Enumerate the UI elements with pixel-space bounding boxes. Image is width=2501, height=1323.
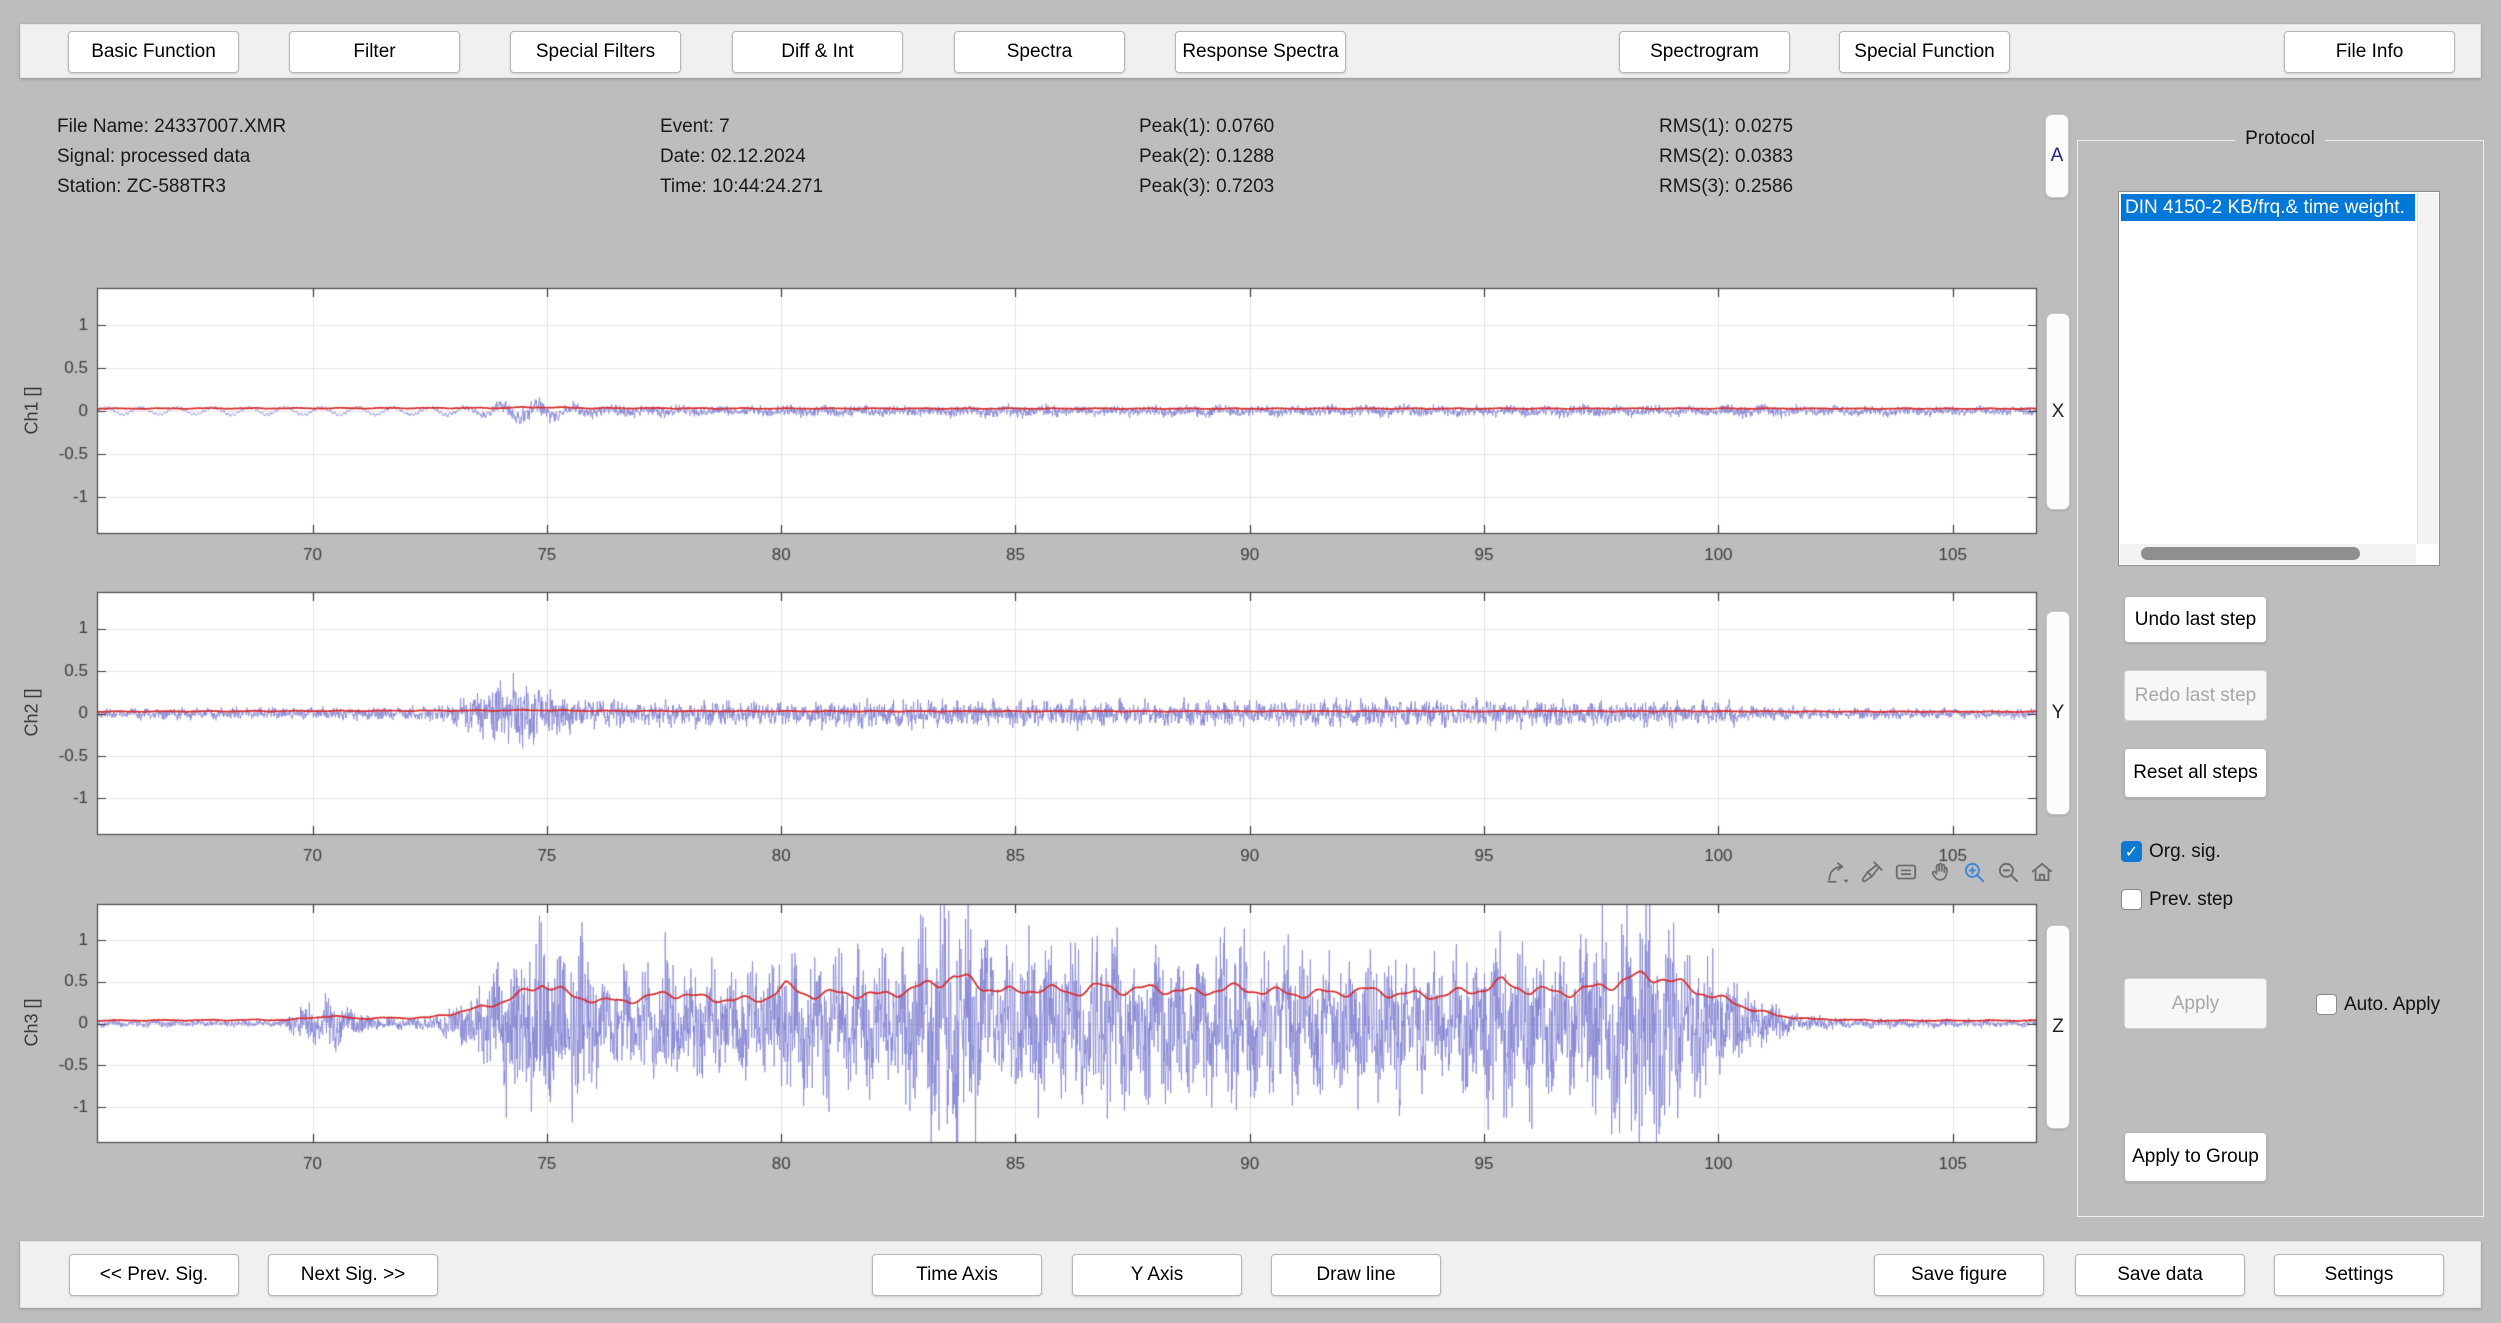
y-axis-button[interactable]: Y Axis <box>1072 1254 1242 1296</box>
redo-last-step-button[interactable]: Redo last step <box>2124 670 2267 721</box>
reset-all-steps-button[interactable]: Reset all steps <box>2124 748 2267 798</box>
rms3-label: RMS(3): 0.2586 <box>1659 176 1794 197</box>
next-signal-button[interactable]: Next Sig. >> <box>268 1254 438 1296</box>
rms1-label: RMS(1): 0.0275 <box>1659 116 1794 137</box>
all-axes-button[interactable]: A <box>2045 114 2069 198</box>
peak3-label: Peak(3): 0.7203 <box>1139 176 1275 197</box>
apply-button[interactable]: Apply <box>2124 978 2267 1029</box>
zoom-out-icon[interactable] <box>1994 858 2021 885</box>
rms2-label: RMS(2): 0.0383 <box>1659 146 1794 167</box>
peak1-label: Peak(1): 0.0760 <box>1139 116 1275 137</box>
date-label: Date: 02.12.2024 <box>660 146 806 167</box>
y-axis-select-button[interactable]: Y <box>2046 611 2070 815</box>
protocol-listbox[interactable]: DIN 4150-2 KB/frq.& time weight. <box>2118 191 2440 566</box>
special-filters-button[interactable]: Special Filters <box>510 31 681 73</box>
listbox-vertical-scrollbar[interactable] <box>2417 193 2438 544</box>
response-spectra-button[interactable]: Response Spectra <box>1175 31 1346 73</box>
spectra-button[interactable]: Spectra <box>954 31 1125 73</box>
peak2-label: Peak(2): 0.1288 <box>1139 146 1275 167</box>
station-label: Station: ZC-588TR3 <box>57 176 226 197</box>
save-figure-button[interactable]: Save figure <box>1874 1254 2044 1296</box>
auto-apply-label: Auto. Apply <box>2344 994 2441 1015</box>
special-function-button[interactable]: Special Function <box>1839 31 2010 73</box>
basic-function-button[interactable]: Basic Function <box>68 31 239 73</box>
x-axis-select-button[interactable]: X <box>2046 313 2070 510</box>
time-label: Time: 10:44:24.271 <box>660 176 824 197</box>
ch2-plot[interactable] <box>27 584 2057 871</box>
protocol-panel-title: Protocol <box>2235 127 2325 150</box>
home-icon[interactable] <box>2028 858 2055 885</box>
ch3-axis-label: Ch3 [] <box>21 998 42 1047</box>
org-sig-checkbox[interactable]: ✓ <box>2121 841 2142 862</box>
file-info-button[interactable]: File Info <box>2284 31 2455 73</box>
ch1-plot[interactable] <box>27 280 2057 570</box>
ch1-axis-label: Ch1 [] <box>21 386 42 435</box>
spectrogram-button[interactable]: Spectrogram <box>1619 31 1790 73</box>
listbox-horizontal-scrollbar[interactable] <box>2120 544 2416 564</box>
apply-to-group-button[interactable]: Apply to Group <box>2124 1132 2267 1182</box>
pan-icon[interactable] <box>1926 858 1953 885</box>
list-item[interactable]: DIN 4150-2 KB/frq.& time weight. <box>2121 194 2415 221</box>
time-axis-button[interactable]: Time Axis <box>872 1254 1042 1296</box>
axes-toolbar <box>1824 858 2055 885</box>
prev-signal-button[interactable]: << Prev. Sig. <box>69 1254 239 1296</box>
auto-apply-checkbox[interactable] <box>2316 994 2337 1015</box>
datatip-icon[interactable] <box>1892 858 1919 885</box>
file-name-label: File Name: 24337007.XMR <box>57 116 287 137</box>
scrollbar-thumb[interactable] <box>2140 547 2360 560</box>
z-axis-select-button[interactable]: Z <box>2046 925 2070 1129</box>
ch2-axis-label: Ch2 [] <box>21 688 42 737</box>
filter-button[interactable]: Filter <box>289 31 460 73</box>
zoom-in-icon[interactable] <box>1960 858 1987 885</box>
undo-last-step-button[interactable]: Undo last step <box>2124 596 2267 643</box>
signal-label: Signal: processed data <box>57 146 251 167</box>
diff-int-button[interactable]: Diff & Int <box>732 31 903 73</box>
prev-step-checkbox[interactable] <box>2121 889 2142 910</box>
draw-line-button[interactable]: Draw line <box>1271 1254 1441 1296</box>
save-data-button[interactable]: Save data <box>2075 1254 2245 1296</box>
event-label: Event: 7 <box>660 116 730 137</box>
org-sig-label: Org. sig. <box>2149 841 2221 862</box>
ch3-plot[interactable] <box>27 896 2057 1179</box>
brush-icon[interactable] <box>1858 858 1885 885</box>
prev-step-label: Prev. step <box>2149 889 2234 910</box>
settings-button[interactable]: Settings <box>2274 1254 2444 1296</box>
export-icon[interactable] <box>1824 858 1851 885</box>
